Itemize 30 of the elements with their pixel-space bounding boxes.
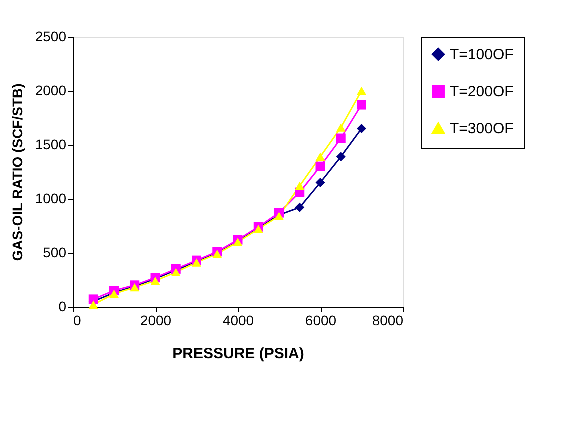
point (295, 202, 305, 212)
y-axis-title: GAS-OIL RATIO (SCF/STB) (9, 84, 26, 262)
x-tick-label: 4000 (222, 312, 254, 328)
point (295, 182, 305, 190)
point (316, 178, 326, 188)
y-tick-label: 2000 (35, 82, 67, 98)
x-tick-label: 6000 (305, 312, 337, 328)
point (171, 268, 181, 277)
legend-label: T=100OF (450, 46, 514, 64)
point (336, 134, 346, 144)
point (357, 100, 366, 110)
point (316, 152, 326, 161)
point (357, 86, 366, 96)
y-tick-label: 500 (43, 244, 67, 260)
point (336, 124, 346, 132)
x-tick-label: 0 (74, 312, 82, 328)
point (150, 276, 160, 286)
legend-label: T=200OF (450, 84, 514, 100)
point (357, 124, 366, 134)
x-axis-title: PRESSURE (PSIA) (172, 346, 304, 362)
point (316, 162, 326, 172)
point (336, 152, 346, 162)
x-tick-label: 2000 (140, 312, 172, 328)
y-tick-label: 1500 (35, 136, 67, 152)
x-tick-label: 8000 (372, 312, 404, 328)
y-tick-label: 1000 (35, 190, 67, 206)
legend-label: T=300OF (450, 120, 514, 138)
y-tick-label: 0 (58, 298, 67, 314)
y-tick-label: 2500 (35, 28, 67, 44)
point (88, 300, 98, 309)
